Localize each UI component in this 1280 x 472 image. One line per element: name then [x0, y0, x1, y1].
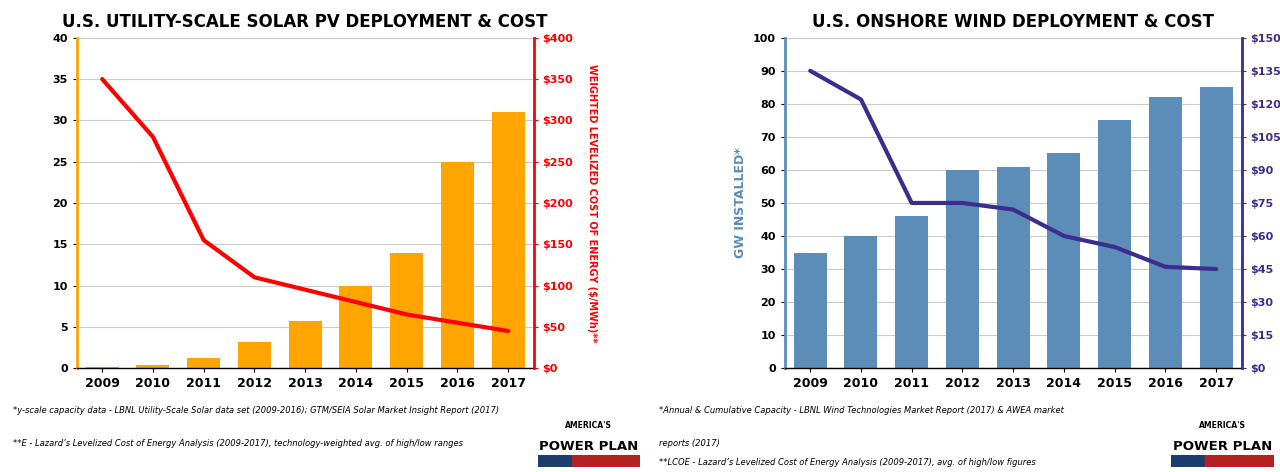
Bar	[440, 161, 474, 368]
Text: *Annual & Cumulative Capacity - LBNL Wind Technologies Market Report (2017) & AW: *Annual & Cumulative Capacity - LBNL Win…	[659, 406, 1064, 415]
Text: POWER PLAN: POWER PLAN	[539, 440, 639, 453]
Text: AMERICA'S: AMERICA'S	[566, 421, 612, 430]
Bar	[605, 455, 640, 467]
Bar	[339, 286, 372, 368]
Bar	[895, 216, 928, 368]
Bar	[538, 455, 572, 467]
Bar	[1199, 87, 1233, 368]
Bar	[946, 170, 979, 368]
Bar	[1206, 455, 1239, 467]
Title: U.S. UTILITY-SCALE SOLAR PV DEPLOYMENT & COST: U.S. UTILITY-SCALE SOLAR PV DEPLOYMENT &…	[63, 13, 548, 31]
Bar	[390, 253, 424, 368]
Bar	[1171, 455, 1206, 467]
Bar	[997, 167, 1029, 368]
Text: reports (2017): reports (2017)	[659, 439, 721, 448]
Bar	[492, 112, 525, 368]
Bar	[187, 358, 220, 368]
Bar	[794, 253, 827, 368]
Bar	[137, 365, 169, 368]
Text: *y-scale capacity data - LBNL Utility-Scale Solar data set (2009-2016); GTM/SEIA: *y-scale capacity data - LBNL Utility-Sc…	[13, 406, 499, 415]
Text: AMERICA'S: AMERICA'S	[1199, 421, 1245, 430]
Bar	[572, 455, 605, 467]
Text: **LCOE - Lazard’s Levelized Cost of Energy Analysis (2009-2017), avg. of high/lo: **LCOE - Lazard’s Levelized Cost of Ener…	[659, 458, 1036, 467]
Y-axis label: WEIGHTED LEVELIZED COST OF ENERGY ($/MWh)**: WEIGHTED LEVELIZED COST OF ENERGY ($/MWh…	[588, 64, 598, 342]
Title: U.S. ONSHORE WIND DEPLOYMENT & COST: U.S. ONSHORE WIND DEPLOYMENT & COST	[813, 13, 1215, 31]
Bar	[1239, 455, 1274, 467]
Text: **E - Lazard’s Levelized Cost of Energy Analysis (2009-2017), technology-weighte: **E - Lazard’s Levelized Cost of Energy …	[13, 439, 463, 448]
Bar	[845, 236, 878, 368]
Bar	[1047, 153, 1080, 368]
Bar	[1149, 97, 1181, 368]
Bar	[1098, 120, 1132, 368]
Bar	[289, 321, 321, 368]
Bar	[238, 342, 271, 368]
Y-axis label: GW INSTALLED*: GW INSTALLED*	[735, 148, 748, 258]
Text: POWER PLAN: POWER PLAN	[1172, 440, 1272, 453]
